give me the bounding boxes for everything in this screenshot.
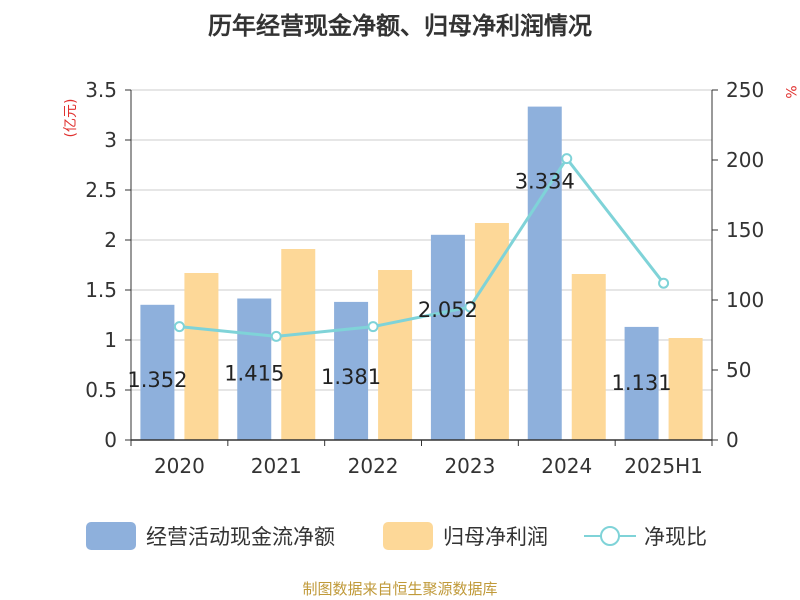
x-tick-label: 2022 xyxy=(348,454,399,478)
bar-cash-2022 xyxy=(334,301,369,440)
bar-profit-2022 xyxy=(378,270,413,440)
data-label-cash-2022: 1.381 xyxy=(321,365,381,389)
bar-cash-2023 xyxy=(430,234,465,440)
bar-profit-2025H1 xyxy=(668,338,703,440)
bar-profit-2020 xyxy=(184,273,219,440)
bar-cash-2024 xyxy=(527,106,562,440)
legend: 经营活动现金流净额 归母净利润 净现比 xyxy=(0,518,800,554)
x-tick-label: 2024 xyxy=(541,454,592,478)
right-tick-label: 100 xyxy=(726,288,764,312)
x-tick-label: 2021 xyxy=(251,454,302,478)
bar-cash-2021 xyxy=(237,298,272,440)
data-label-cash-2025H1: 1.131 xyxy=(612,371,672,395)
legend-swatch-cash xyxy=(86,522,136,550)
bar-profit-2023 xyxy=(474,223,509,440)
right-tick-label: 150 xyxy=(726,218,764,242)
legend-label-cash: 经营活动现金流净额 xyxy=(146,525,335,549)
legend-item-profit[interactable]: 归母净利润 xyxy=(383,518,548,554)
x-tick-label: 2025H1 xyxy=(624,454,703,478)
bar-profit-2021 xyxy=(281,249,316,440)
source-note: 制图数据来自恒生聚源数据库 xyxy=(302,580,498,598)
right-tick-label: 250 xyxy=(726,78,764,102)
legend-swatch-profit xyxy=(383,522,433,550)
left-axis-unit: (亿元) xyxy=(63,99,79,138)
right-tick-label: 50 xyxy=(726,358,751,382)
legend-label-ratio: 净现比 xyxy=(644,525,707,549)
data-label-cash-2024: 3.334 xyxy=(515,170,575,194)
left-tick-label: 1 xyxy=(104,328,117,352)
x-tick-label: 2023 xyxy=(444,454,495,478)
left-tick-label: 3.5 xyxy=(85,78,117,102)
legend-item-cash[interactable]: 经营活动现金流净额 xyxy=(86,518,335,554)
legend-label-profit: 归母净利润 xyxy=(443,525,548,549)
point-ratio-2022 xyxy=(367,321,379,333)
chart-title: 历年经营现金净额、归母净利润情况 xyxy=(208,12,592,40)
bar-cash-2020 xyxy=(140,304,175,440)
left-tick-label: 1.5 xyxy=(85,278,117,302)
left-tick-label: 3 xyxy=(104,128,117,152)
data-label-cash-2021: 1.415 xyxy=(224,362,284,386)
left-tick-label: 0.5 xyxy=(85,378,117,402)
data-label-cash-2020: 1.352 xyxy=(127,368,187,392)
left-tick-label: 2.5 xyxy=(85,178,117,202)
data-label-cash-2023: 2.052 xyxy=(418,298,478,322)
point-ratio-2020 xyxy=(173,321,185,333)
point-ratio-2024 xyxy=(561,153,573,165)
right-tick-label: 0 xyxy=(726,428,739,452)
point-ratio-2021 xyxy=(270,330,282,342)
right-axis-unit: % xyxy=(782,85,798,98)
right-tick-label: 200 xyxy=(726,148,764,172)
point-ratio-2023 xyxy=(464,301,476,313)
left-tick-label: 2 xyxy=(104,228,117,252)
x-tick-label: 2020 xyxy=(154,454,205,478)
point-ratio-2025H1 xyxy=(658,277,670,289)
legend-item-ratio[interactable]: 净现比 xyxy=(584,518,707,554)
line-ratio xyxy=(179,156,665,338)
bar-cash-2025H1 xyxy=(624,326,659,440)
legend-line-ratio-icon xyxy=(584,522,636,550)
left-tick-label: 0 xyxy=(104,428,117,452)
bar-profit-2024 xyxy=(571,274,606,440)
